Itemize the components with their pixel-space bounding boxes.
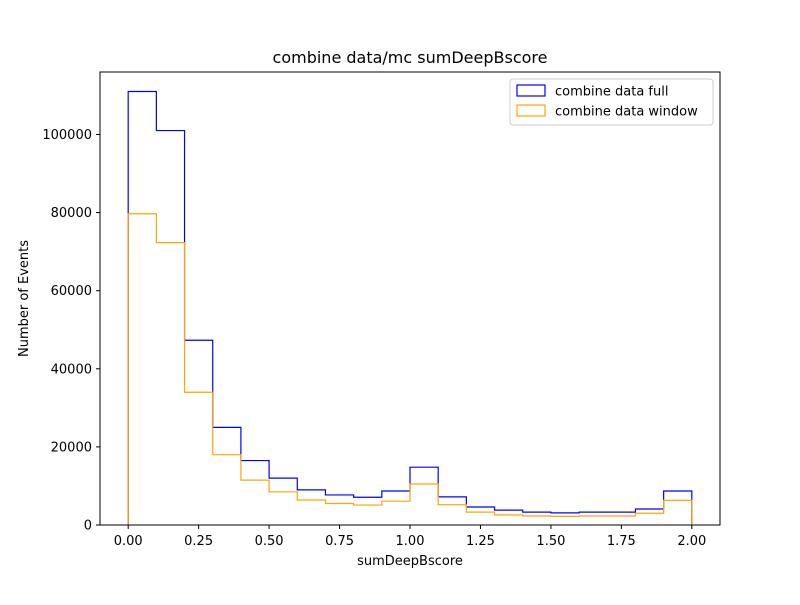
x-tick-label: 2.00 bbox=[677, 534, 706, 549]
x-tick-label: 0.50 bbox=[255, 534, 284, 549]
y-tick-label: 40000 bbox=[51, 362, 92, 377]
y-tick-label: 60000 bbox=[51, 284, 92, 299]
y-axis-ticks: 0 20000 40000 60000 80000 100000 bbox=[42, 128, 100, 534]
y-tick-label: 100000 bbox=[42, 128, 92, 143]
y-tick-label: 20000 bbox=[51, 440, 92, 455]
chart-title: combine data/mc sumDeepBscore bbox=[273, 48, 548, 67]
legend-box bbox=[509, 78, 714, 126]
legend-label: combine data window bbox=[555, 105, 698, 120]
plot-area bbox=[100, 72, 720, 525]
x-axis-ticks: 0.00 0.25 0.50 0.75 1.00 1.25 1.50 1.75 2.00 bbox=[114, 525, 706, 549]
x-tick-label: 0.75 bbox=[325, 534, 354, 549]
y-tick-label: 0 bbox=[84, 519, 92, 534]
legend-label: combine data full bbox=[555, 85, 668, 100]
x-tick-label: 1.75 bbox=[607, 534, 636, 549]
x-tick-label: 1.50 bbox=[536, 534, 565, 549]
plot-background bbox=[100, 72, 720, 525]
x-axis-label: sumDeepBscore bbox=[357, 554, 463, 569]
legend-swatch bbox=[516, 84, 546, 97]
legend: combine data full combine data window bbox=[509, 78, 714, 126]
histogram-series-2 bbox=[127, 213, 693, 525]
x-tick-label: 0.00 bbox=[114, 534, 143, 549]
y-tick-label: 80000 bbox=[51, 206, 92, 221]
x-tick-label: 0.25 bbox=[184, 534, 213, 549]
x-tick-label: 1.25 bbox=[466, 534, 495, 549]
x-tick-label: 1.00 bbox=[396, 534, 425, 549]
series-layer bbox=[127, 90, 693, 525]
legend-items: combine data full combine data window bbox=[516, 84, 698, 120]
legend-swatch bbox=[516, 104, 546, 117]
y-axis-label: Number of Events bbox=[17, 240, 32, 357]
